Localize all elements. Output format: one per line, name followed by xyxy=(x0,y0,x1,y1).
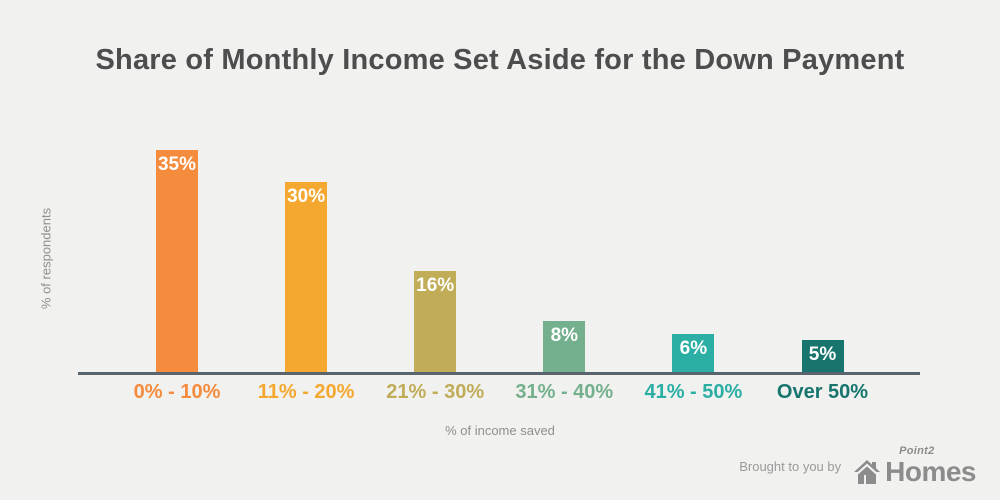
x-tick-label: 11% - 20% xyxy=(257,381,355,403)
chart-title: Share of Monthly Income Set Aside for th… xyxy=(95,44,905,76)
logo-text: Point2 Homes xyxy=(885,446,976,486)
bar: 5% xyxy=(801,340,844,372)
x-axis-line xyxy=(78,372,920,375)
bar: 16% xyxy=(414,271,457,372)
bar-value-label: 8% xyxy=(550,325,579,346)
x-tick-label: Over 50% xyxy=(776,381,869,403)
logo-point2-text: Point2 xyxy=(899,445,935,457)
bar: 30% xyxy=(285,182,328,372)
house-icon xyxy=(854,460,881,484)
x-tick-label: 0% - 10% xyxy=(133,381,221,403)
bar-value-label: 5% xyxy=(808,344,837,365)
bar-value-label: 35% xyxy=(157,154,197,175)
bar: 6% xyxy=(672,334,715,372)
x-tick-label: 31% - 40% xyxy=(515,381,614,403)
attribution-text: Brought to you by xyxy=(739,458,842,474)
bar-value-label: 30% xyxy=(287,186,326,207)
attribution-footer: Brought to you by Point2 Homes xyxy=(739,446,976,486)
x-tick-label: 41% - 50% xyxy=(644,381,743,403)
point2homes-logo: Point2 Homes xyxy=(853,446,976,486)
x-tick-label: 21% - 30% xyxy=(386,381,485,403)
bar: 35% xyxy=(156,150,198,372)
bar-value-label: 6% xyxy=(679,338,708,359)
logo-homes-text: Homes xyxy=(885,456,976,487)
bar-value-label: 16% xyxy=(416,275,455,296)
bar: 8% xyxy=(543,321,586,372)
x-axis-label: % of income saved xyxy=(445,423,555,438)
y-axis-label: % of respondents xyxy=(38,207,54,310)
